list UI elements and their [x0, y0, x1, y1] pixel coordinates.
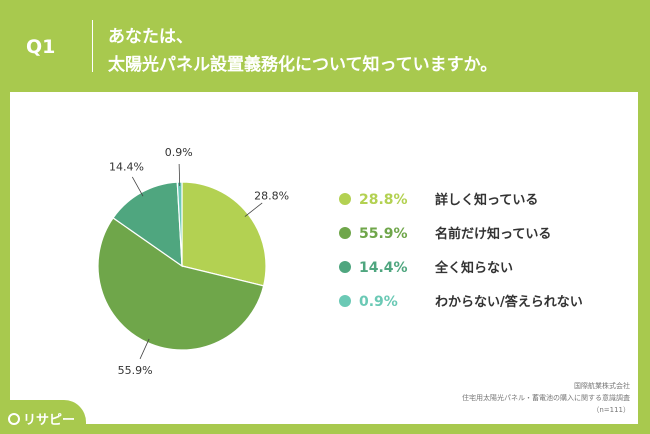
source-survey: 住宅用太陽光パネル・蓄電池の購入に関する意識調査 [462, 394, 630, 402]
slice-label-name-only: 55.9% [118, 364, 153, 377]
legend-marker-name-only [339, 227, 351, 239]
legend-marker-detailed [339, 193, 351, 205]
source-sample-size: （n=111） [592, 406, 630, 414]
slice-label-detailed: 28.8% [254, 190, 289, 203]
leader-line-detailed [244, 202, 263, 217]
legend-label-detailed: 詳しく知っている [435, 192, 538, 208]
brand-logo: リサピー [8, 409, 75, 428]
leader-line-name-only [139, 338, 150, 360]
legend-label-name-only: 名前だけ知っている [435, 226, 551, 242]
logo-mark-icon [8, 412, 20, 425]
header-divider [92, 20, 93, 72]
pie-chart: 28.8% 55.9% 14.4% 0.9% 28.8% 詳しく知っている 55.9% 名前だ… [97, 146, 583, 377]
legend-label-not-at-all: 全く知らない [434, 260, 513, 276]
question-title-line2: 太陽光パネル設置義務化について知っていますか。 [108, 55, 498, 75]
legend-value-not-at-all: 14.4% [359, 260, 408, 276]
legend-marker-not-at-all [339, 261, 351, 273]
slice-label-not-at-all: 14.4% [109, 160, 144, 173]
brand-logo-text: リサピー [23, 413, 76, 428]
slice-label-unknown: 0.9% [165, 146, 193, 159]
legend-value-unknown: 0.9% [359, 294, 398, 310]
leader-line-unknown [178, 164, 181, 187]
legend-label-unknown: わからない/答えられない [435, 294, 583, 310]
legend-value-name-only: 55.9% [359, 226, 408, 242]
source-note: 国際航業株式会社 住宅用太陽光パネル・蓄電池の購入に関する意識調査 （n=111… [462, 380, 630, 416]
legend-value-detailed: 28.8% [359, 192, 408, 208]
leader-line-not-at-all [131, 176, 144, 197]
legend-marker-unknown [339, 295, 351, 307]
question-number: Q1 [26, 36, 56, 58]
source-company: 国際航業株式会社 [574, 382, 630, 390]
header-band: Q1 あなたは、 太陽光パネル設置義務化について知っていますか。 [0, 0, 650, 92]
chart-card: 28.8% 55.9% 14.4% 0.9% 28.8% 詳しく知っている 55.9% 名前だ… [10, 92, 638, 424]
question-title-line1: あなたは、 [108, 27, 193, 47]
